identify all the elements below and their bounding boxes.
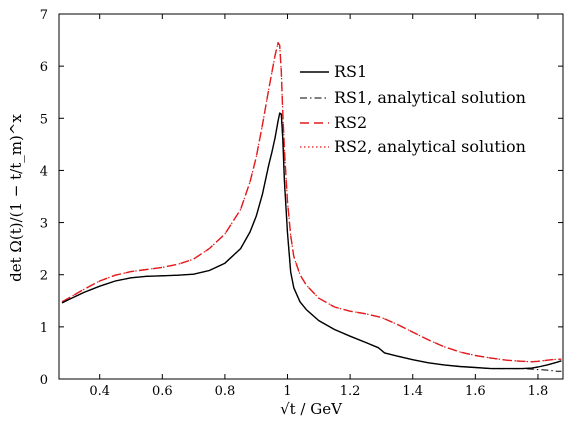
series-layer bbox=[61, 42, 562, 372]
y-axis-label: det Ω(t)/(1 − t/t_m)^x bbox=[7, 114, 25, 282]
y-tick-label: 2 bbox=[40, 269, 48, 284]
legend-label: RS2, analytical solution bbox=[334, 137, 526, 156]
y-tick-label: 1 bbox=[40, 321, 48, 336]
y-tick-label: 6 bbox=[40, 60, 48, 75]
legend: RS1 RS1, analytical solution RS2 RS2, analy… bbox=[300, 62, 526, 156]
y-tick-label: 0 bbox=[40, 373, 48, 388]
legend-label: RS1 bbox=[334, 62, 367, 81]
legend-label: RS2 bbox=[334, 113, 367, 132]
x-tick-label: 0.4 bbox=[89, 384, 110, 399]
series-line-rs1 bbox=[61, 112, 562, 370]
x-tick-label: 1.2 bbox=[340, 384, 361, 399]
x-axis-label: √t / GeV bbox=[280, 400, 343, 418]
x-tick-label: 0.6 bbox=[152, 384, 173, 399]
x-tick-label: 1.4 bbox=[402, 384, 423, 399]
y-tick-label: 4 bbox=[40, 164, 48, 179]
y-tick-label: 3 bbox=[40, 217, 48, 232]
y-tick-label: 7 bbox=[40, 8, 48, 23]
x-tick-label: 0.8 bbox=[215, 384, 236, 399]
x-tick-label: 1.8 bbox=[528, 384, 549, 399]
x-tick-label: 1 bbox=[283, 384, 291, 399]
plot-frame bbox=[58, 13, 564, 380]
x-tick-label: 1.6 bbox=[465, 384, 486, 399]
y-tick-label: 5 bbox=[40, 112, 48, 127]
series-line-rs2 bbox=[61, 42, 562, 363]
legend-label: RS1, analytical solution bbox=[334, 88, 526, 107]
ticks-layer: 0.4 0.6 0.8 1 1.2 1.4 1.6 1.8 0 1 2 3 4 5 6 7 bbox=[40, 8, 563, 399]
